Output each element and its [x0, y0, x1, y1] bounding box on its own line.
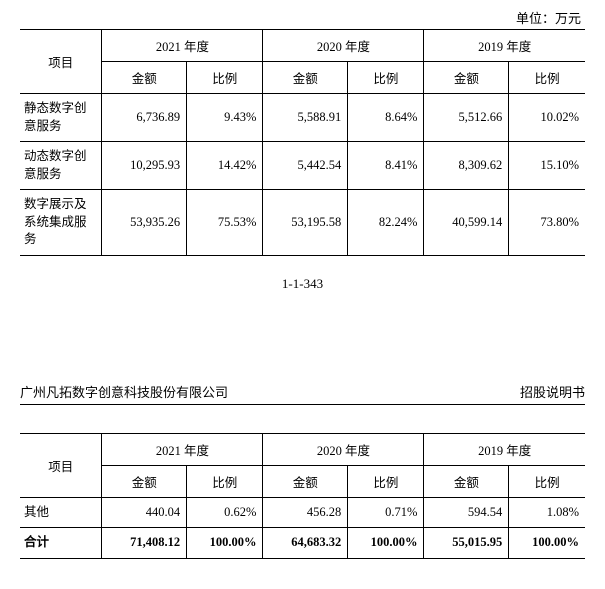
col-header-2019: 2019 年度 [424, 433, 585, 465]
cell-ratio: 0.62% [187, 497, 263, 528]
col-header-ratio: 比例 [187, 465, 263, 497]
page-number: 1-1-343 [20, 276, 585, 292]
col-header-item: 项目 [20, 433, 102, 497]
cell-ratio: 9.43% [187, 94, 263, 142]
col-header-amount: 金额 [102, 62, 187, 94]
col-header-ratio: 比例 [187, 62, 263, 94]
cell-label: 数字展示及系统集成服务 [20, 190, 102, 256]
cell-amount: 5,512.66 [424, 94, 509, 142]
col-header-2021: 2021 年度 [102, 433, 263, 465]
cell-ratio: 8.41% [348, 142, 424, 190]
col-header-item: 项目 [20, 30, 102, 94]
doc-header: 广州凡拓数字创意科技股份有限公司 招股说明书 [20, 382, 585, 405]
table-2: 项目 2021 年度 2020 年度 2019 年度 金额 比例 金额 比例 金… [20, 433, 585, 559]
cell-amount: 594.54 [424, 497, 509, 528]
cell-label: 动态数字创意服务 [20, 142, 102, 190]
cell-ratio: 75.53% [187, 190, 263, 256]
table-row: 动态数字创意服务 10,295.93 14.42% 5,442.54 8.41%… [20, 142, 585, 190]
cell-amount: 5,442.54 [263, 142, 348, 190]
table-row: 静态数字创意服务 6,736.89 9.43% 5,588.91 8.64% 5… [20, 94, 585, 142]
col-header-amount: 金额 [424, 62, 509, 94]
cell-amount: 53,935.26 [102, 190, 187, 256]
cell-amount: 40,599.14 [424, 190, 509, 256]
col-header-2020: 2020 年度 [263, 433, 424, 465]
table-1: 项目 2021 年度 2020 年度 2019 年度 金额 比例 金额 比例 金… [20, 29, 585, 256]
cell-ratio: 73.80% [509, 190, 585, 256]
col-header-ratio: 比例 [348, 465, 424, 497]
cell-ratio: 1.08% [509, 497, 585, 528]
cell-ratio: 10.02% [509, 94, 585, 142]
cell-ratio: 0.71% [348, 497, 424, 528]
col-header-amount: 金额 [102, 465, 187, 497]
cell-amount: 6,736.89 [102, 94, 187, 142]
col-header-2020: 2020 年度 [263, 30, 424, 62]
cell-ratio: 8.64% [348, 94, 424, 142]
col-header-ratio: 比例 [348, 62, 424, 94]
col-header-ratio: 比例 [509, 465, 585, 497]
cell-ratio: 14.42% [187, 142, 263, 190]
cell-amount: 8,309.62 [424, 142, 509, 190]
unit-label: 单位：万元 [20, 8, 585, 27]
cell-amount: 440.04 [102, 497, 187, 528]
col-header-2021: 2021 年度 [102, 30, 263, 62]
col-header-amount: 金额 [424, 465, 509, 497]
cell-amount: 456.28 [263, 497, 348, 528]
cell-label: 静态数字创意服务 [20, 94, 102, 142]
cell-ratio: 15.10% [509, 142, 585, 190]
col-header-2019: 2019 年度 [424, 30, 585, 62]
cell-amount: 10,295.93 [102, 142, 187, 190]
col-header-amount: 金额 [263, 62, 348, 94]
col-header-amount: 金额 [263, 465, 348, 497]
doc-title: 招股说明书 [520, 382, 585, 401]
table-row: 其他 440.04 0.62% 456.28 0.71% 594.54 1.08… [20, 497, 585, 528]
cell-amount: 5,588.91 [263, 94, 348, 142]
col-header-ratio: 比例 [509, 62, 585, 94]
cell-amount: 53,195.58 [263, 190, 348, 256]
cell-ratio: 82.24% [348, 190, 424, 256]
table-row: 数字展示及系统集成服务 53,935.26 75.53% 53,195.58 8… [20, 190, 585, 256]
cell-label: 其他 [20, 497, 102, 528]
company-name: 广州凡拓数字创意科技股份有限公司 [20, 382, 228, 401]
